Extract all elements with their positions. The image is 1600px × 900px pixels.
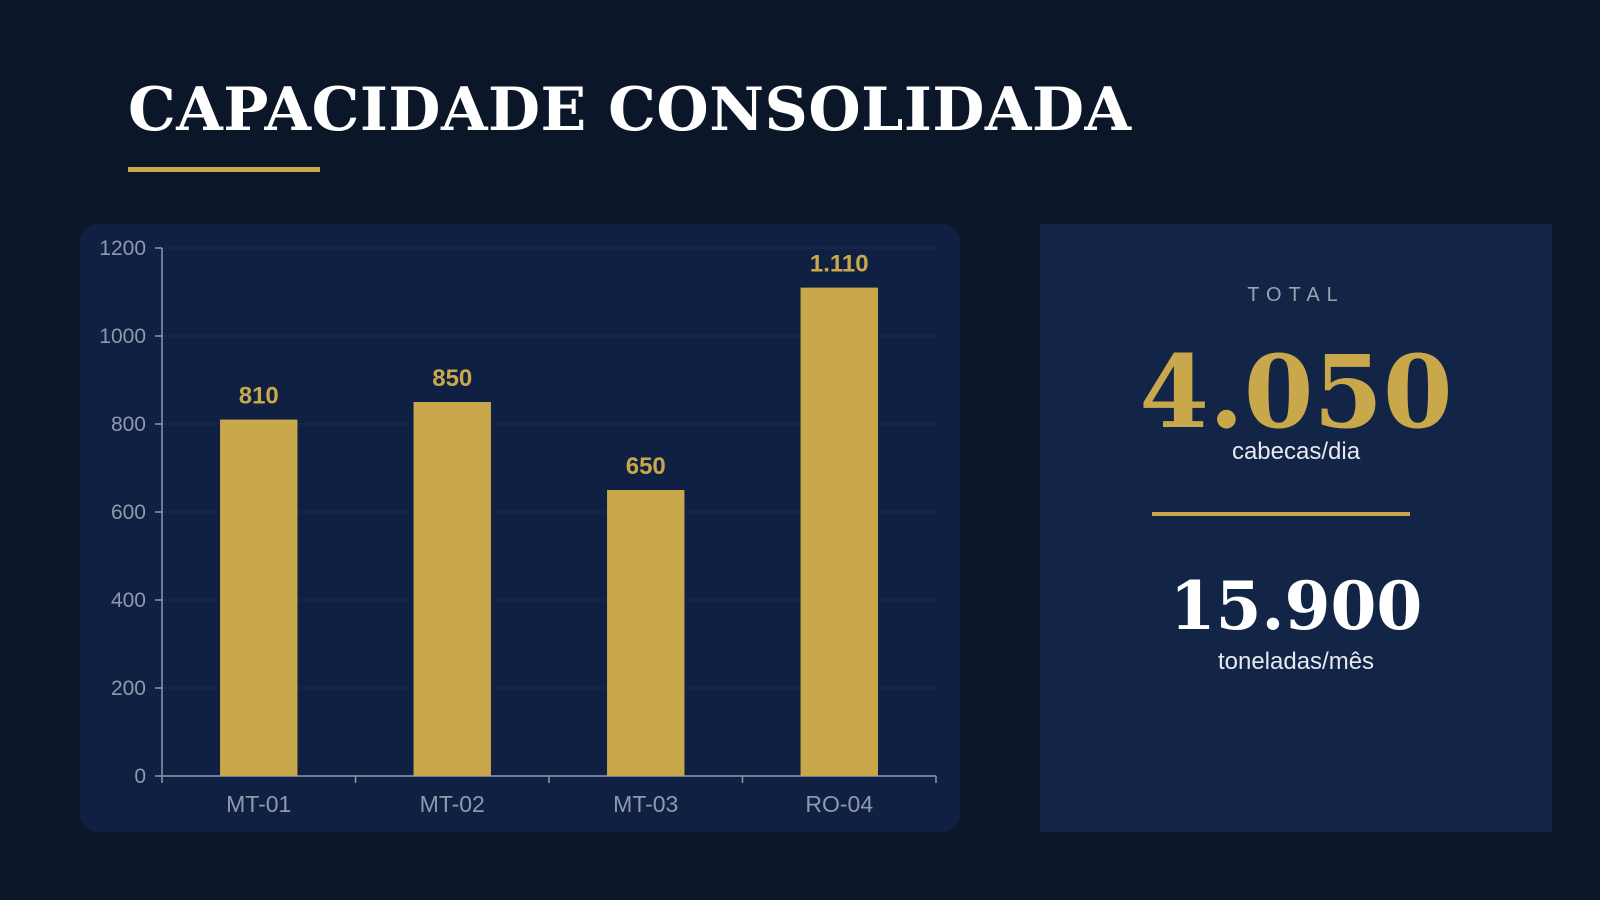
data-label-mt-01: 810 [239,383,279,410]
total-heads-per-day-value: 4.050 [1139,333,1453,451]
x-tick-label-mt-03: MT-03 [613,791,678,817]
y-tick-label: 600 [111,501,146,524]
x-tick-label-ro-04: RO-04 [805,791,873,817]
bar-mt-01 [220,419,298,776]
x-tick-label-mt-01: MT-01 [226,791,291,817]
title-underline [128,167,320,172]
summary-divider [1152,512,1410,516]
chart-svg: 0 200 400 600 800 1000 1200 810 MT-01 850 MT-02 650… [99,237,937,817]
y-tick-label: 800 [111,413,146,436]
bar-mt-03 [607,490,685,776]
data-label-mt-02: 850 [432,365,472,392]
y-tick-label: 1200 [99,237,146,260]
bar-mt-02 [413,402,491,776]
page-title: CAPACIDADE CONSOLIDADA [128,75,1132,145]
y-tick-label: 200 [111,677,146,700]
total-tons-per-month-value: 15.900 [1169,567,1423,645]
y-tick-label: 0 [134,765,146,788]
data-label-ro-04: 1.110 [810,251,869,278]
y-tick-label: 400 [111,589,146,612]
data-label-mt-03: 650 [626,453,666,480]
total-heading: TOTAL [1247,284,1345,306]
total-summary-card: TOTAL 4.050 cabecas/dia 15.900 toneladas… [1040,224,1552,832]
x-tick-label-mt-02: MT-02 [420,791,485,817]
capacity-bar-chart: 0 200 400 600 800 1000 1200 810 MT-01 850 MT-02 650… [80,224,960,832]
total-tons-per-month-unit: toneladas/mês [1217,648,1375,675]
total-heads-per-day-unit: cabecas/dia [1231,438,1361,465]
bar-ro-04 [800,287,878,776]
y-tick-label: 1000 [99,325,146,348]
